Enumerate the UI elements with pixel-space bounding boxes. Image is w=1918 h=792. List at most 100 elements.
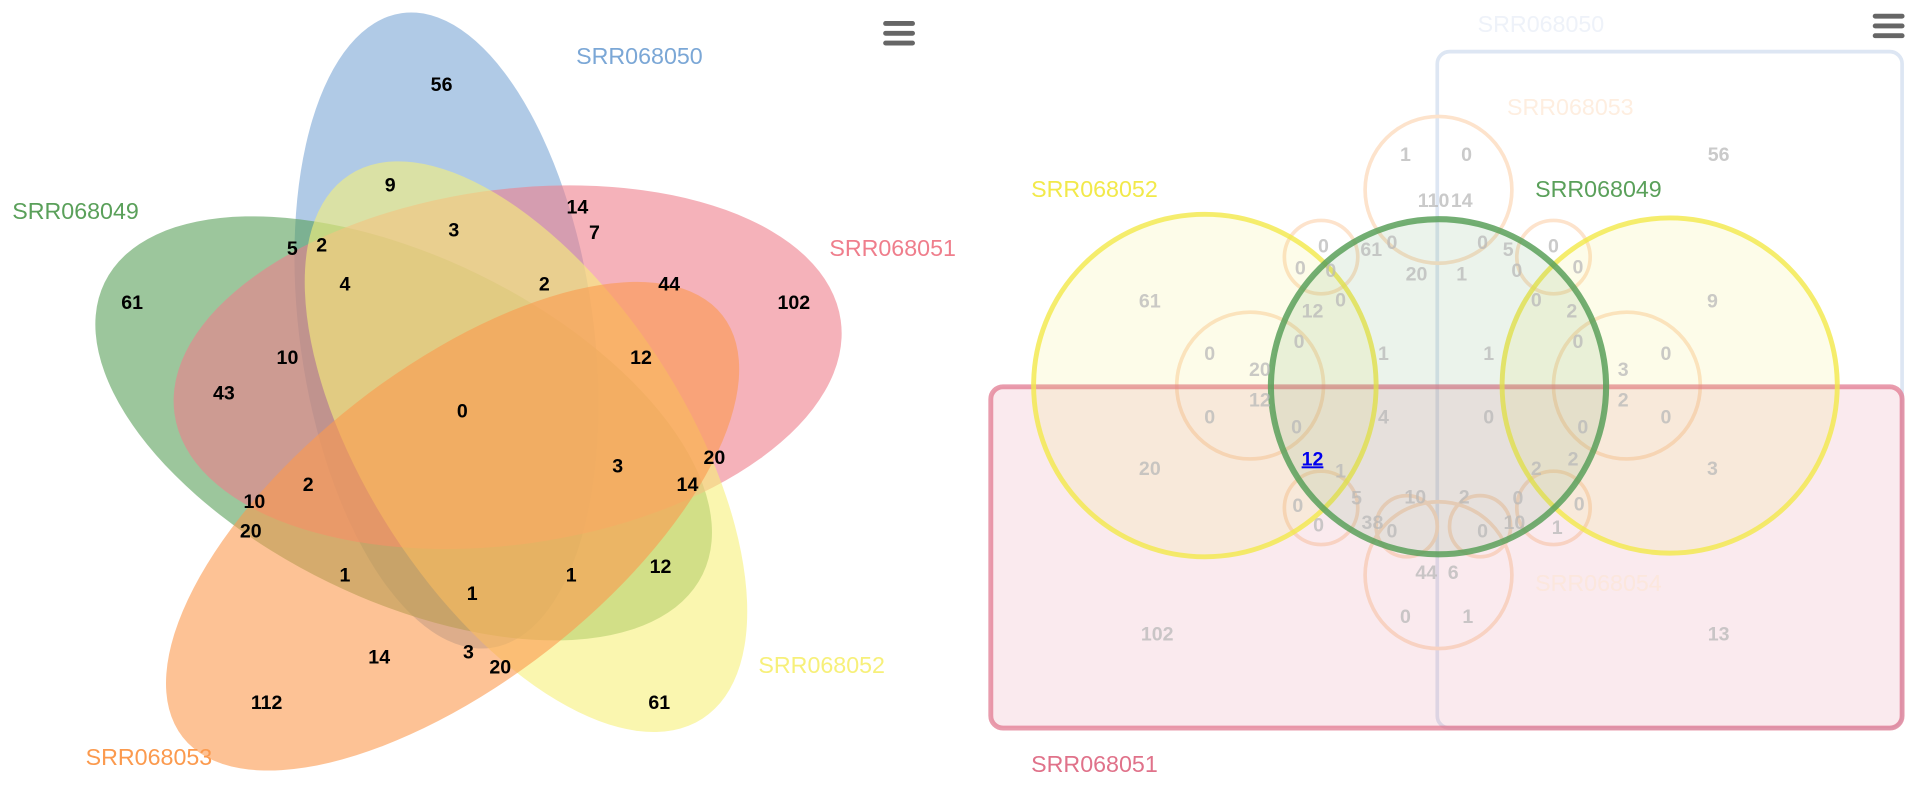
region-count: 0	[1294, 331, 1305, 353]
region-count: 7	[589, 222, 600, 244]
region-count: 0	[1291, 417, 1302, 439]
region-count: 2	[539, 273, 550, 295]
set-label: SRR068050	[576, 43, 703, 69]
region-count: 0	[1477, 521, 1488, 543]
region-count: 5	[1351, 487, 1362, 509]
set-label: SRR068049	[12, 198, 139, 224]
set-ellipse	[165, 281, 740, 771]
region-count: 0	[1573, 331, 1584, 353]
menu-bar	[883, 30, 915, 36]
region-count: 0	[1387, 232, 1398, 254]
region-count: 0	[1574, 494, 1585, 516]
region-count: 0	[1531, 289, 1542, 311]
region-count: 0	[1477, 232, 1488, 254]
region-count: 1	[1335, 461, 1346, 483]
set-circle	[1282, 218, 1360, 296]
region-count: 10	[244, 491, 266, 513]
region-count: 0	[1335, 289, 1346, 311]
set-label: SRR068052	[758, 652, 885, 678]
menu-bar	[883, 40, 915, 46]
set-label: SRR068051	[1031, 751, 1158, 777]
region-count: 44	[1415, 562, 1437, 584]
set-circle	[1447, 493, 1513, 559]
region-count: 2	[1566, 300, 1577, 322]
menu-bar	[1872, 33, 1905, 39]
region-count: 12	[1302, 300, 1324, 322]
region-count: 5	[1503, 239, 1514, 261]
region-count: 0	[1400, 606, 1411, 628]
region-count: 10	[277, 347, 299, 369]
region-count: 20	[240, 521, 262, 543]
region-count: 3	[612, 456, 623, 478]
region-count: 14	[566, 196, 588, 218]
set-circle	[1267, 216, 1610, 558]
region-count: 1	[566, 565, 577, 587]
set-label: SRR068052	[1031, 176, 1158, 202]
set-box	[988, 384, 1905, 731]
region-count: 0	[1461, 144, 1472, 166]
region-count: 2	[303, 474, 314, 496]
region-count: 0	[1292, 495, 1303, 517]
region-link[interactable]: 12	[1302, 448, 1324, 470]
region-count: 3	[463, 642, 474, 664]
menu-button[interactable]	[1872, 13, 1905, 39]
region-count: 112	[251, 692, 283, 714]
diagram-right: SRR068050 SRR068053 SRR068052 SRR068049 SRR0…	[988, 11, 1905, 777]
set-label: SRR068053	[1507, 94, 1634, 120]
region-count: 13	[1708, 623, 1730, 645]
region-count: 12	[630, 347, 652, 369]
region-count: 0	[1661, 407, 1672, 429]
region-count: 0	[1313, 514, 1324, 536]
region-count: 3	[1618, 359, 1629, 381]
set-label: SRR068054	[1535, 570, 1662, 596]
region-count: 0	[1577, 417, 1588, 439]
region-count: 1	[1378, 343, 1389, 365]
set-label: SRR068051	[829, 235, 956, 261]
region-count: 61	[648, 692, 670, 714]
set-label: SRR068053	[86, 744, 213, 770]
region-count: 56	[1708, 144, 1730, 166]
region-count: 38	[1362, 512, 1384, 534]
region-count: 9	[1707, 291, 1718, 313]
region-count: 3	[1707, 458, 1718, 480]
region-count: 0	[1387, 521, 1398, 543]
region-count: 1	[1552, 517, 1563, 539]
region-count: 10	[1503, 512, 1525, 534]
region-count: 14	[1451, 190, 1473, 212]
region-count: 43	[213, 382, 235, 404]
set-label: SRR068049	[1535, 176, 1662, 202]
region-count: 61	[1139, 291, 1161, 313]
region-count: 1	[1462, 606, 1473, 628]
region-count: 0	[1513, 487, 1524, 509]
region-count: 110	[1418, 190, 1450, 212]
region-count: 0	[1548, 235, 1559, 257]
menu-button[interactable]	[883, 21, 915, 46]
region-count: 20	[1139, 458, 1161, 480]
region-count: 1	[340, 565, 351, 587]
set-circle	[1514, 218, 1593, 296]
region-count: 0	[1204, 407, 1215, 429]
region-count: 0	[1511, 260, 1522, 282]
region-count: 2	[1568, 448, 1579, 470]
region-count: 102	[778, 292, 811, 314]
region-count: 0	[1661, 343, 1672, 365]
region-count: 102	[1141, 623, 1174, 645]
region-count: 0	[457, 401, 468, 423]
region-count: 61	[121, 292, 143, 314]
region-count: 0	[1204, 343, 1215, 365]
region-count: 0	[1573, 256, 1584, 278]
set-circle	[1514, 469, 1593, 547]
set-circle	[1282, 469, 1360, 547]
region-count: 0	[1483, 407, 1494, 429]
set-circle	[1363, 114, 1514, 266]
region-count: 56	[431, 74, 453, 96]
region-count: 5	[287, 238, 298, 260]
region-count: 6	[1448, 562, 1459, 584]
region-count: 44	[658, 273, 680, 295]
region-count: 1	[1456, 264, 1467, 286]
region-count: 14	[368, 646, 390, 668]
region-count: 20	[489, 656, 511, 678]
region-count: 20	[1406, 264, 1428, 286]
set-circle	[1363, 499, 1514, 651]
